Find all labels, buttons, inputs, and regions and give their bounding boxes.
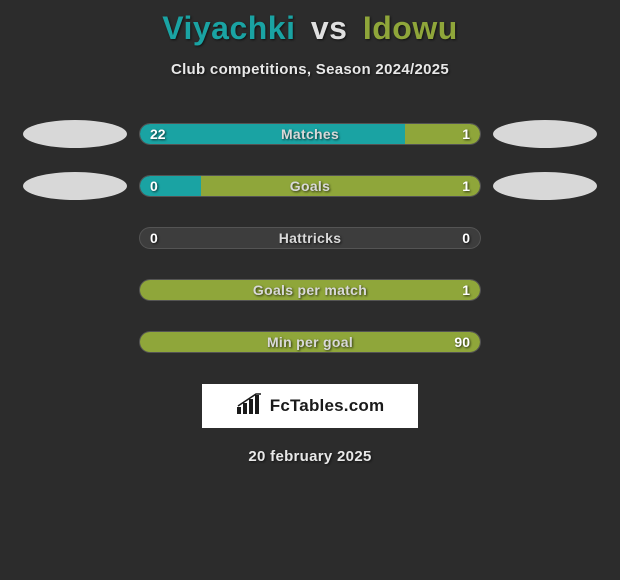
stat-value-right: 1 xyxy=(462,178,470,194)
comparison-infographic: Viyachki vs Idowu Club competitions, Sea… xyxy=(0,0,620,580)
vs-label: vs xyxy=(311,10,348,46)
stat-value-right: 90 xyxy=(454,334,470,350)
stat-value-left: 0 xyxy=(150,178,158,194)
stat-row: 22 1 Matches xyxy=(0,120,620,148)
bar-fill-left xyxy=(140,124,405,144)
stat-value-left: 22 xyxy=(150,126,166,142)
stat-row: 90 Min per goal xyxy=(0,328,620,356)
team-oval-left xyxy=(23,120,127,148)
stat-label: Goals xyxy=(290,178,330,194)
stat-value-right: 1 xyxy=(462,126,470,142)
stat-label: Matches xyxy=(281,126,339,142)
stat-value-right: 1 xyxy=(462,282,470,298)
stat-value-right: 0 xyxy=(462,230,470,246)
bar-fill-right xyxy=(201,176,480,196)
team-oval-right xyxy=(493,172,597,200)
stat-label: Min per goal xyxy=(267,334,353,350)
stat-row: 0 1 Goals xyxy=(0,172,620,200)
stat-row: 1 Goals per match xyxy=(0,276,620,304)
stats-container: 22 1 Matches 0 1 Goals 0 0 Hattricks 1 Goals per m… xyxy=(0,120,620,356)
brand-text: FcTables.com xyxy=(270,396,385,416)
team-oval-left xyxy=(23,172,127,200)
date-label: 20 february 2025 xyxy=(0,448,620,465)
team-oval-right xyxy=(493,120,597,148)
brand-suffix: Tables.com xyxy=(290,396,384,415)
stat-bar: 0 1 Goals xyxy=(139,175,481,197)
player2-name: Idowu xyxy=(363,10,458,46)
stat-bar: 1 Goals per match xyxy=(139,279,481,301)
stat-bar: 22 1 Matches xyxy=(139,123,481,145)
stat-bar: 0 0 Hattricks xyxy=(139,227,481,249)
player1-name: Viyachki xyxy=(162,10,295,46)
stat-bar: 90 Min per goal xyxy=(139,331,481,353)
stat-value-left: 0 xyxy=(150,230,158,246)
stat-label: Goals per match xyxy=(253,282,367,298)
brand-badge: FcTables.com xyxy=(202,384,418,428)
brand-prefix: Fc xyxy=(270,396,290,415)
stat-label: Hattricks xyxy=(279,230,342,246)
stat-row: 0 0 Hattricks xyxy=(0,224,620,252)
bar-chart-icon xyxy=(236,393,264,420)
page-title: Viyachki vs Idowu xyxy=(0,0,620,47)
subtitle: Club competitions, Season 2024/2025 xyxy=(0,61,620,78)
